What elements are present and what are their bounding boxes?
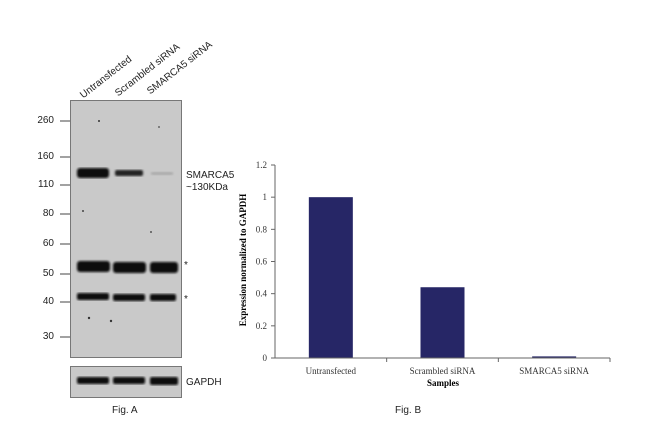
blot-bands bbox=[77, 120, 178, 323]
blot-gapdh-panel bbox=[70, 366, 182, 398]
gapdh-bands bbox=[77, 377, 178, 385]
x-axis: Untransfected Scrambled siRNA SMARCA5 siRN… bbox=[275, 357, 611, 376]
bar bbox=[308, 197, 353, 358]
expression-bar-chart: 0 0.2 0.4 0.6 0.8 1 1.2 Untransfected Scrambled… bbox=[238, 160, 611, 388]
band-ns2-knockdown bbox=[150, 294, 176, 301]
y-tick-label: 0.6 bbox=[256, 257, 268, 267]
marker-160: 160 bbox=[37, 151, 54, 162]
band-gapdh-scrambled bbox=[113, 377, 145, 384]
band-ns1-scrambled bbox=[113, 262, 146, 273]
fig-a-label: Fig. A bbox=[112, 405, 138, 416]
y-tick-label: 0.2 bbox=[256, 321, 267, 331]
nonspecific-mark-2: * bbox=[184, 294, 188, 305]
marker-40: 40 bbox=[42, 296, 54, 307]
band-ns2-untransfected bbox=[77, 293, 109, 300]
band-smarca5-scrambled bbox=[115, 170, 143, 176]
x-tick-label: SMARCA5 siRNA bbox=[519, 366, 589, 376]
fig-b-label: Fig. B bbox=[395, 405, 422, 416]
band-smarca5-untransfected bbox=[77, 168, 109, 178]
marker-80: 80 bbox=[42, 208, 54, 219]
y-tick-label: 0.8 bbox=[256, 224, 268, 234]
x-tick-label: Scrambled siRNA bbox=[410, 366, 476, 376]
nonspecific-mark-1: * bbox=[184, 260, 188, 271]
band-gapdh-untransfected bbox=[77, 377, 109, 384]
x-axis-label: Samples bbox=[427, 378, 460, 388]
band-ns2-scrambled bbox=[113, 294, 145, 301]
y-tick-label: 1.2 bbox=[256, 160, 267, 170]
band-ns1-untransfected bbox=[77, 261, 110, 272]
marker-50: 50 bbox=[42, 268, 54, 279]
y-axis: 0 0.2 0.4 0.6 0.8 1 1.2 bbox=[256, 160, 276, 363]
y-axis-label: Expression normalized to GAPDH bbox=[238, 194, 248, 327]
y-tick-label: 0 bbox=[263, 353, 268, 363]
target-size-label: ~130KDa bbox=[186, 182, 228, 193]
y-tick-label: 1 bbox=[263, 192, 268, 202]
marker-60: 60 bbox=[42, 238, 54, 249]
marker-260: 260 bbox=[37, 115, 54, 126]
band-smarca5-knockdown bbox=[151, 172, 173, 175]
bars bbox=[308, 197, 577, 358]
x-tick-label: Untransfected bbox=[306, 366, 357, 376]
blot-main-panel bbox=[70, 100, 182, 358]
target-label: SMARCA5 bbox=[186, 170, 235, 181]
marker-30: 30 bbox=[42, 331, 54, 342]
band-gapdh-knockdown bbox=[150, 377, 178, 385]
bar bbox=[420, 287, 465, 358]
y-tick-label: 0.4 bbox=[256, 289, 268, 299]
band-ns1-knockdown bbox=[150, 262, 178, 273]
marker-110: 110 bbox=[38, 179, 54, 190]
loading-control-label: GAPDH bbox=[186, 377, 222, 388]
bar bbox=[532, 356, 577, 358]
marker-ticks bbox=[60, 120, 70, 338]
